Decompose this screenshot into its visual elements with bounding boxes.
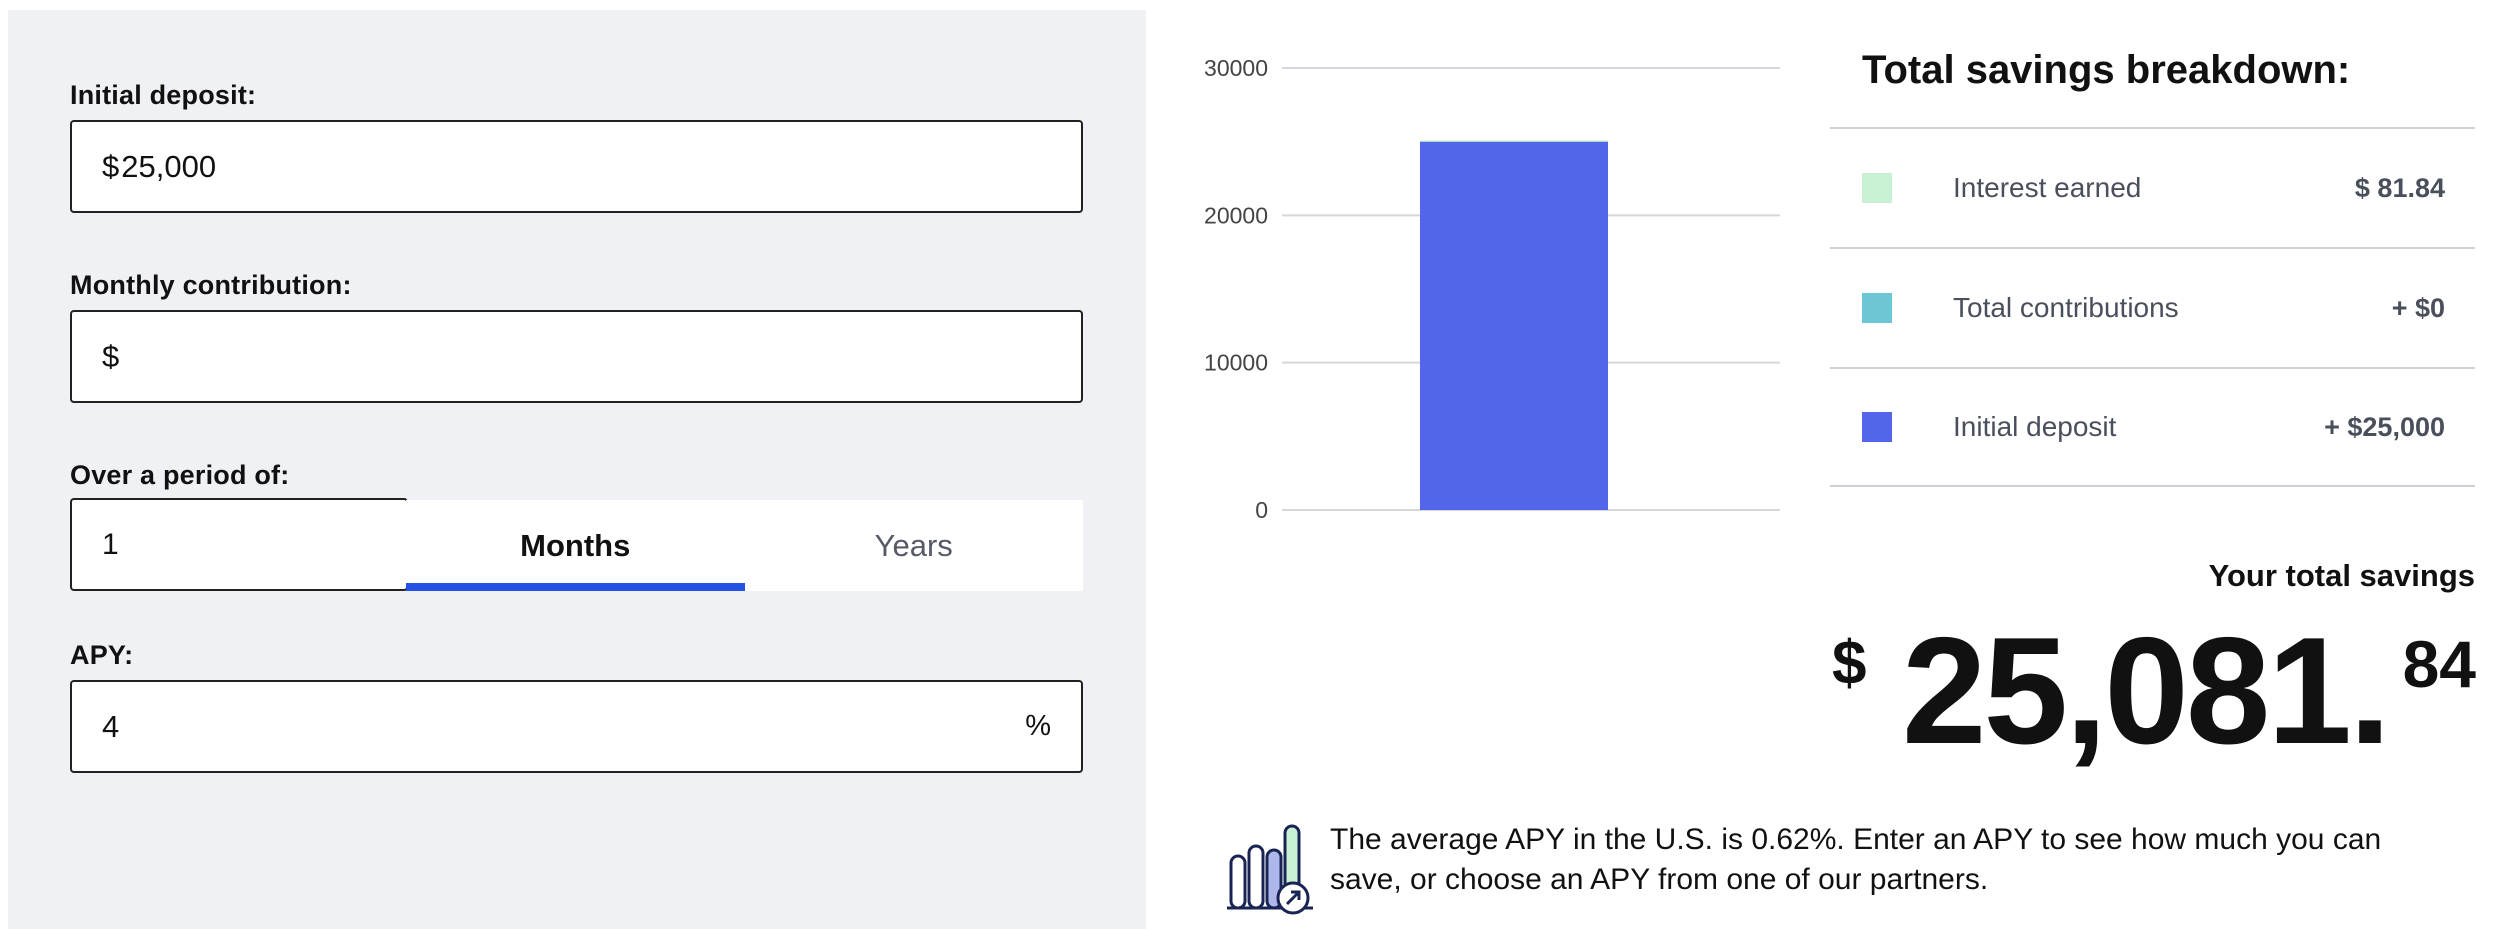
interest-swatch (1862, 173, 1892, 203)
bar-segment (1420, 141, 1608, 510)
bar-segment (1420, 140, 1608, 142)
period-input[interactable]: 1 (70, 498, 408, 591)
total-main: 25,081. (1902, 606, 2391, 776)
monthly-contribution-label: Monthly contribution: (70, 270, 352, 300)
initial-deposit-label: Initial deposit: (70, 80, 257, 110)
breakdown-value: + $25,000 (2324, 411, 2445, 442)
breakdown-label: Initial deposit (1953, 411, 2117, 442)
period-label: Over a period of: (70, 460, 290, 490)
percent-suffix: % (1025, 710, 1051, 742)
savings-chart-svg: 30000 20000 10000 0 (1204, 55, 1780, 523)
contributions-swatch (1862, 293, 1892, 323)
calculator-form-panel: Initial deposit: $ 25,000 Monthly contri… (8, 10, 1146, 929)
breakdown-value: + $0 (2391, 292, 2445, 323)
breakdown-row-contributions: Total contributions + $0 (1830, 247, 2475, 367)
growth-chart-icon (1227, 824, 1313, 915)
y-tick-label: 10000 (1204, 350, 1268, 376)
period-unit-tabs: Months Years (406, 500, 1083, 591)
breakdown-row-interest: Interest earned $ 81.84 (1830, 127, 2475, 247)
initial-deposit-value: 25,000 (121, 148, 217, 184)
breakdown-title: Total savings breakdown: (1862, 48, 2351, 92)
savings-chart: 30000 20000 10000 0 (1180, 40, 1800, 540)
y-tick-label: 0 (1255, 497, 1268, 523)
tab-months[interactable]: Months (406, 500, 745, 591)
y-tick-label: 30000 (1204, 55, 1268, 81)
apy-value: 4 (102, 708, 120, 744)
breakdown-label: Total contributions (1953, 292, 2179, 323)
currency-prefix: $ (102, 338, 120, 374)
tab-years[interactable]: Years (874, 527, 953, 563)
initial-deposit-swatch (1862, 412, 1892, 442)
total-currency: $ (1832, 629, 1867, 698)
monthly-contribution-input[interactable]: $ (70, 310, 1083, 403)
breakdown-row-initial-deposit: Initial deposit + $25,000 (1830, 367, 2475, 487)
apy-label: APY: (70, 640, 134, 670)
period-row: 1 Months Years (70, 498, 1083, 591)
total-savings-amount: $ 25,081. 84 (1828, 606, 2478, 776)
total-cents: 84 (2402, 627, 2476, 701)
breakdown-value: $ 81.84 (2354, 172, 2445, 203)
apy-input[interactable]: 4 % (70, 680, 1083, 773)
apy-note: The average APY in the U.S. is 0.62%. En… (1225, 820, 2425, 920)
period-value: 1 (102, 527, 119, 561)
breakdown-label: Interest earned (1953, 172, 2142, 203)
currency-prefix: $ (102, 148, 120, 184)
y-tick-label: 20000 (1204, 202, 1268, 228)
total-savings-label: Your total savings (2208, 558, 2475, 593)
initial-deposit-input[interactable]: $ 25,000 (70, 120, 1083, 213)
apy-note-text: The average APY in the U.S. is 0.62%. En… (1330, 823, 2382, 896)
breakdown-list: Interest earned $ 81.84 Total contributi… (1830, 127, 2475, 487)
